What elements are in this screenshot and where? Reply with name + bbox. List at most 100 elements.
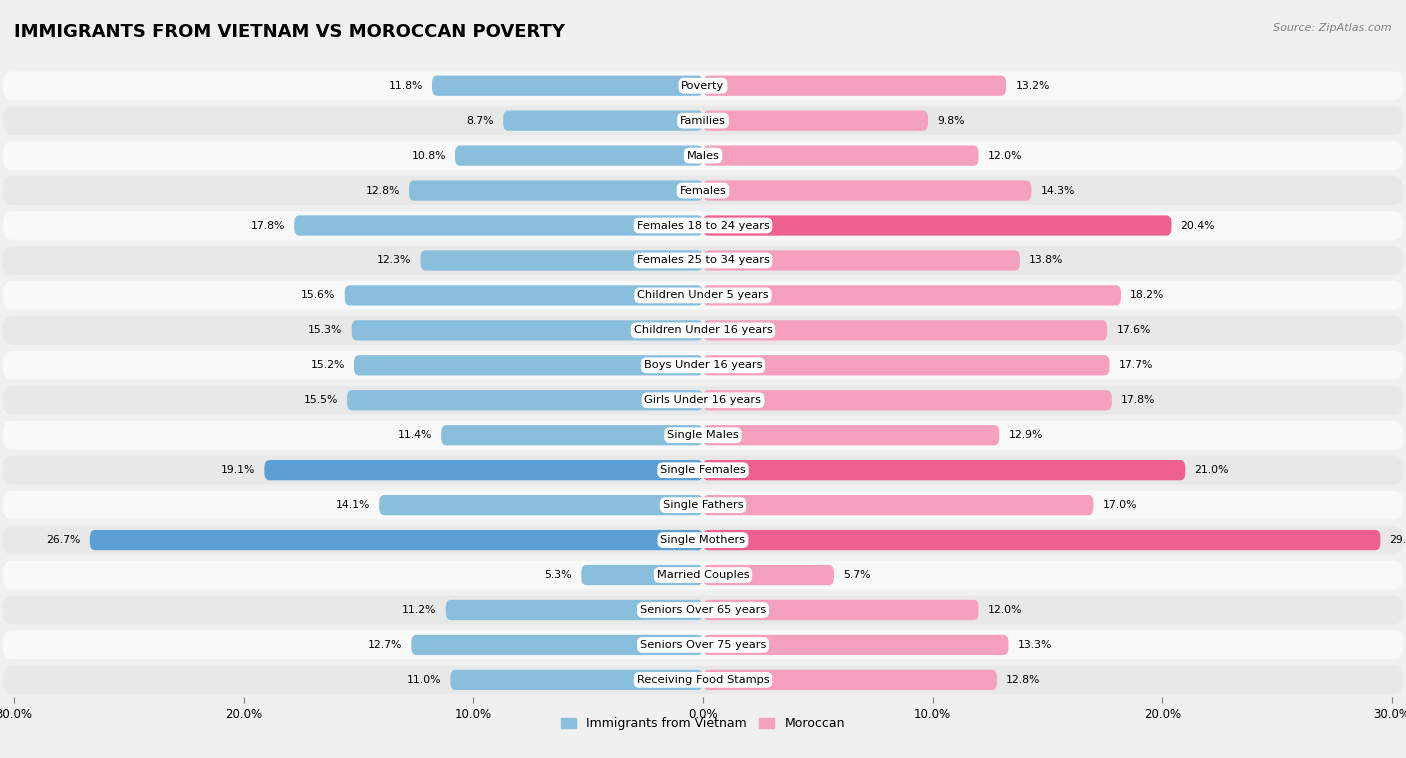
FancyBboxPatch shape (450, 670, 703, 690)
Text: 26.7%: 26.7% (46, 535, 80, 545)
Text: 14.3%: 14.3% (1040, 186, 1076, 196)
FancyBboxPatch shape (703, 215, 1171, 236)
Text: 10.8%: 10.8% (412, 151, 446, 161)
Text: Single Males: Single Males (666, 431, 740, 440)
Text: Girls Under 16 years: Girls Under 16 years (644, 395, 762, 406)
FancyBboxPatch shape (703, 390, 1112, 410)
Text: Single Fathers: Single Fathers (662, 500, 744, 510)
FancyBboxPatch shape (703, 285, 1121, 305)
Text: 29.5%: 29.5% (1389, 535, 1406, 545)
FancyBboxPatch shape (347, 390, 703, 410)
FancyBboxPatch shape (3, 211, 1403, 240)
Text: Source: ZipAtlas.com: Source: ZipAtlas.com (1274, 23, 1392, 33)
FancyBboxPatch shape (409, 180, 703, 201)
Text: 11.4%: 11.4% (398, 431, 432, 440)
FancyBboxPatch shape (432, 76, 703, 96)
Text: Females 18 to 24 years: Females 18 to 24 years (637, 221, 769, 230)
Text: Boys Under 16 years: Boys Under 16 years (644, 360, 762, 371)
FancyBboxPatch shape (3, 71, 1403, 100)
Text: Poverty: Poverty (682, 80, 724, 91)
FancyBboxPatch shape (703, 76, 1007, 96)
FancyBboxPatch shape (294, 215, 703, 236)
FancyBboxPatch shape (420, 250, 703, 271)
Text: 17.7%: 17.7% (1119, 360, 1153, 371)
FancyBboxPatch shape (3, 176, 1403, 205)
FancyBboxPatch shape (703, 180, 1032, 201)
Text: Children Under 16 years: Children Under 16 years (634, 325, 772, 335)
FancyBboxPatch shape (703, 495, 1094, 515)
Text: Married Couples: Married Couples (657, 570, 749, 580)
FancyBboxPatch shape (703, 356, 1109, 375)
FancyBboxPatch shape (503, 111, 703, 131)
Text: Seniors Over 65 years: Seniors Over 65 years (640, 605, 766, 615)
Text: 15.3%: 15.3% (308, 325, 343, 335)
Text: 17.6%: 17.6% (1116, 325, 1150, 335)
Text: 17.0%: 17.0% (1102, 500, 1137, 510)
Text: Single Females: Single Females (661, 465, 745, 475)
Text: 13.2%: 13.2% (1015, 80, 1050, 91)
FancyBboxPatch shape (90, 530, 703, 550)
FancyBboxPatch shape (3, 456, 1403, 484)
FancyBboxPatch shape (703, 530, 1381, 550)
Text: Receiving Food Stamps: Receiving Food Stamps (637, 675, 769, 685)
Text: 12.0%: 12.0% (988, 605, 1022, 615)
Legend: Immigrants from Vietnam, Moroccan: Immigrants from Vietnam, Moroccan (557, 713, 849, 735)
FancyBboxPatch shape (264, 460, 703, 481)
FancyBboxPatch shape (3, 316, 1403, 345)
Text: Males: Males (686, 151, 720, 161)
FancyBboxPatch shape (3, 526, 1403, 554)
Text: IMMIGRANTS FROM VIETNAM VS MOROCCAN POVERTY: IMMIGRANTS FROM VIETNAM VS MOROCCAN POVE… (14, 23, 565, 41)
FancyBboxPatch shape (3, 596, 1403, 625)
Text: 15.6%: 15.6% (301, 290, 336, 300)
Text: 11.8%: 11.8% (388, 80, 423, 91)
FancyBboxPatch shape (3, 421, 1403, 449)
FancyBboxPatch shape (703, 111, 928, 131)
Text: Families: Families (681, 116, 725, 126)
FancyBboxPatch shape (703, 146, 979, 166)
FancyBboxPatch shape (703, 320, 1107, 340)
Text: 12.7%: 12.7% (368, 640, 402, 650)
FancyBboxPatch shape (703, 425, 1000, 446)
FancyBboxPatch shape (581, 565, 703, 585)
Text: 13.8%: 13.8% (1029, 255, 1063, 265)
Text: 12.8%: 12.8% (366, 186, 399, 196)
FancyBboxPatch shape (3, 490, 1403, 519)
FancyBboxPatch shape (703, 670, 997, 690)
FancyBboxPatch shape (344, 285, 703, 305)
FancyBboxPatch shape (703, 600, 979, 620)
Text: Females 25 to 34 years: Females 25 to 34 years (637, 255, 769, 265)
Text: 5.3%: 5.3% (544, 570, 572, 580)
FancyBboxPatch shape (456, 146, 703, 166)
FancyBboxPatch shape (352, 320, 703, 340)
Text: 17.8%: 17.8% (1121, 395, 1156, 406)
FancyBboxPatch shape (703, 250, 1019, 271)
FancyBboxPatch shape (441, 425, 703, 446)
Text: 9.8%: 9.8% (938, 116, 965, 126)
FancyBboxPatch shape (3, 631, 1403, 659)
FancyBboxPatch shape (3, 281, 1403, 310)
Text: 12.9%: 12.9% (1008, 431, 1043, 440)
FancyBboxPatch shape (703, 460, 1185, 481)
Text: 19.1%: 19.1% (221, 465, 256, 475)
Text: Seniors Over 75 years: Seniors Over 75 years (640, 640, 766, 650)
FancyBboxPatch shape (703, 634, 1008, 655)
Text: 12.3%: 12.3% (377, 255, 412, 265)
FancyBboxPatch shape (446, 600, 703, 620)
Text: 18.2%: 18.2% (1130, 290, 1164, 300)
Text: 14.1%: 14.1% (336, 500, 370, 510)
Text: 21.0%: 21.0% (1195, 465, 1229, 475)
Text: Females: Females (679, 186, 727, 196)
Text: 17.8%: 17.8% (250, 221, 285, 230)
Text: 13.3%: 13.3% (1018, 640, 1052, 650)
FancyBboxPatch shape (380, 495, 703, 515)
Text: 12.0%: 12.0% (988, 151, 1022, 161)
FancyBboxPatch shape (703, 565, 834, 585)
Text: 11.0%: 11.0% (406, 675, 441, 685)
Text: 11.2%: 11.2% (402, 605, 437, 615)
Text: 20.4%: 20.4% (1181, 221, 1215, 230)
FancyBboxPatch shape (354, 356, 703, 375)
FancyBboxPatch shape (3, 351, 1403, 380)
FancyBboxPatch shape (3, 246, 1403, 275)
Text: 15.2%: 15.2% (311, 360, 344, 371)
FancyBboxPatch shape (412, 634, 703, 655)
